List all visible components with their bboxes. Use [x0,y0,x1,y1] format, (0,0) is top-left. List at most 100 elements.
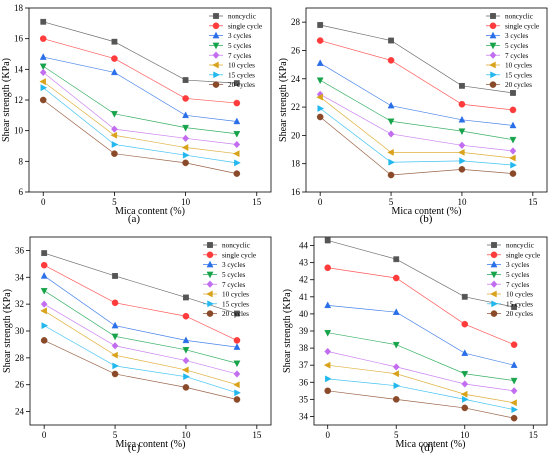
chart-panel: 0 5 10 15 34 35 36 37 38 39 40 41 42 43 44 Mica content… [282,236,548,454]
legend-marker [206,280,214,288]
legend-marker [206,310,214,317]
y-tick-label: 43 [299,258,309,268]
legend-marker [490,71,497,79]
legend-label: 20 cycles [228,81,255,89]
legend-label: single cycle [222,251,256,259]
data-point [111,299,119,307]
series-10-cycles [40,307,240,389]
legend-label: 20 cycles [506,310,533,318]
data-point [324,237,331,244]
series-single-cycle [39,35,241,107]
series-noncyclic [317,22,516,96]
data-point [182,356,190,365]
series-5-cycles [39,63,241,138]
x-tick-label: 10 [457,197,467,207]
series-noncyclic [41,250,240,317]
series-line [327,351,515,392]
data-point [324,330,332,337]
data-point [460,390,468,398]
data-point [511,304,518,310]
data-point [182,336,190,344]
y-tick-label: 41 [299,292,308,302]
y-tick-label: 24 [291,74,301,84]
data-point [39,78,46,86]
data-point [111,150,118,157]
legend-marker [212,51,220,59]
series-line [43,99,237,174]
legend-marker [212,42,220,50]
y-tick-label: 26 [291,45,301,55]
legend-label: 3 cycles [506,261,530,269]
data-point [182,347,190,354]
legend-marker [212,22,220,30]
y-tick-label: 32 [15,299,24,309]
data-point [325,375,332,383]
legend-marker [490,251,498,259]
series-line [44,252,238,314]
series-15-cycles [40,84,241,167]
series-line [320,24,514,94]
panel-label: (a) [128,213,141,225]
legend-label: noncyclic [506,242,534,250]
data-point [458,141,466,149]
y-tick-label: 14 [14,64,24,74]
series-15-cycles [317,105,517,169]
data-point [387,101,395,109]
legend-marker [206,290,213,298]
data-point [316,37,324,44]
legend-marker [213,13,219,19]
series-single-cycle [316,37,517,114]
data-point [39,68,47,77]
series-noncyclic [40,18,240,87]
data-point [458,148,465,156]
legend-label: single cycle [228,22,262,30]
y-tick-label: 42 [299,275,308,285]
y-tick-label: 35 [299,394,309,404]
data-point [510,377,518,385]
panel-label: (d) [421,442,434,454]
series-5-cycles [40,288,241,368]
data-point [509,170,517,177]
data-point [182,77,189,83]
x-tick-label: 0 [325,430,330,440]
legend-marker [206,260,214,268]
data-point [111,370,119,378]
y-tick-label: 8 [19,156,24,166]
legend-label: 10 cycles [505,62,532,70]
legend-marker [490,271,498,279]
series-line [327,332,515,381]
data-point [509,121,517,129]
y-tick-label: 10 [14,126,24,136]
data-point [111,321,119,329]
data-point [40,288,48,295]
series-3-cycles [316,59,517,129]
legend-label: 7 cycles [506,281,530,289]
y-tick-label: 40 [299,309,309,319]
legend-label: 7 cycles [505,52,529,60]
series-line [319,116,514,176]
y-tick-label: 18 [291,159,301,169]
legend-marker [489,61,496,69]
y-tick-label: 30 [15,326,25,336]
legend-label: 20 cycles [222,310,249,318]
series-20-cycles [40,337,241,403]
y-tick-label: 34 [299,411,309,421]
x-tick-label: 5 [389,197,394,207]
data-point [461,380,469,388]
y-tick-label: 39 [299,326,309,336]
x-tick-label: 10 [181,197,191,207]
legend-label: 5 cycles [222,271,246,279]
data-point [324,264,332,272]
data-point [387,148,394,156]
y-tick-label: 16 [291,187,301,197]
series-line [319,62,514,126]
data-point [317,22,324,28]
series-line [43,21,237,84]
series-20-cycles [39,96,241,177]
data-point [392,274,400,282]
data-point [233,337,241,344]
data-point [111,125,118,133]
data-point [510,341,518,348]
